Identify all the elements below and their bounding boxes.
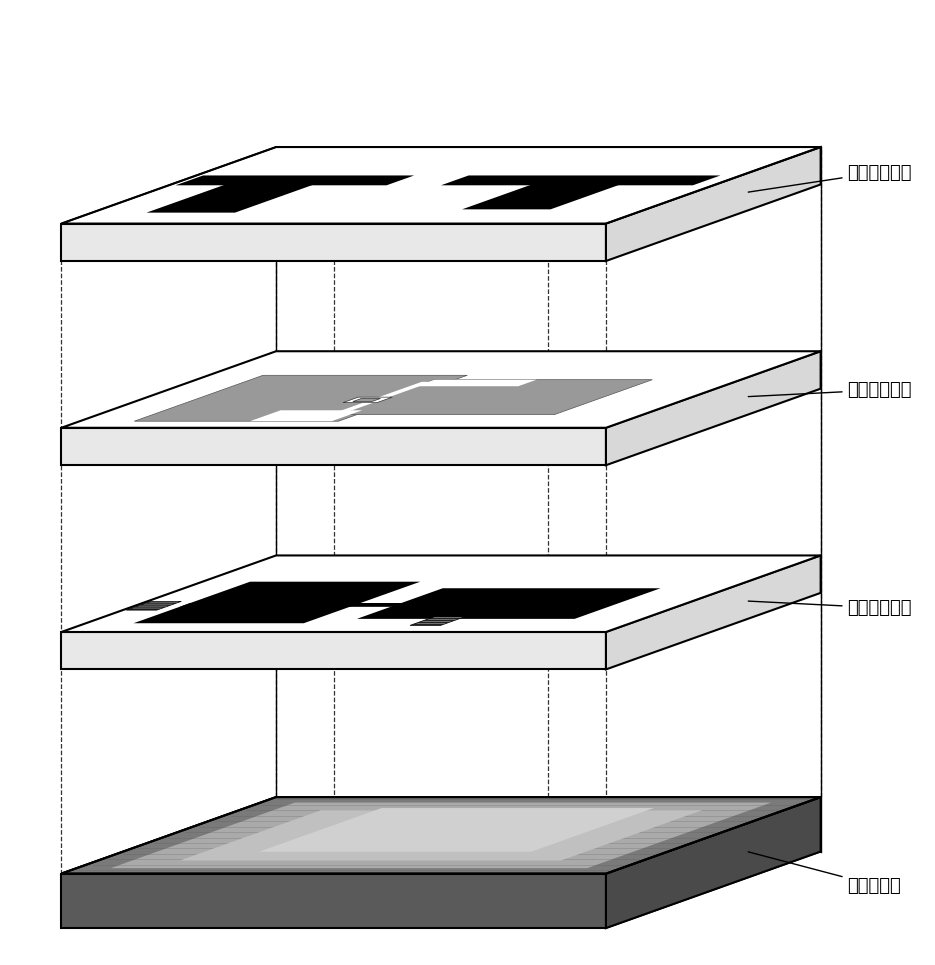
Text: 第二介质基板: 第二介质基板 [748, 381, 912, 400]
Polygon shape [62, 797, 820, 873]
Polygon shape [126, 601, 181, 610]
Polygon shape [135, 375, 467, 422]
Polygon shape [606, 797, 820, 928]
Polygon shape [352, 399, 381, 401]
Polygon shape [62, 351, 820, 428]
Polygon shape [606, 556, 820, 670]
Polygon shape [62, 428, 606, 465]
Text: 第三介质基板: 第三介质基板 [748, 599, 912, 617]
Polygon shape [62, 797, 820, 873]
Polygon shape [110, 803, 770, 868]
Polygon shape [180, 811, 702, 861]
Polygon shape [343, 398, 392, 403]
Polygon shape [62, 632, 606, 670]
Polygon shape [329, 382, 432, 415]
Polygon shape [62, 224, 606, 262]
Polygon shape [147, 184, 314, 213]
Polygon shape [410, 617, 465, 625]
Polygon shape [62, 148, 820, 224]
Text: 第一介质基板: 第一介质基板 [748, 164, 912, 193]
Polygon shape [250, 410, 362, 422]
Polygon shape [440, 176, 720, 185]
Polygon shape [259, 808, 654, 852]
Polygon shape [356, 589, 660, 620]
Polygon shape [606, 351, 820, 465]
Polygon shape [62, 873, 606, 928]
Polygon shape [462, 184, 621, 209]
Polygon shape [416, 380, 537, 387]
Polygon shape [606, 148, 820, 262]
Polygon shape [62, 556, 820, 632]
Polygon shape [134, 582, 420, 623]
Polygon shape [180, 603, 598, 607]
Polygon shape [337, 380, 652, 415]
Polygon shape [176, 176, 414, 185]
Text: 金属地板层: 金属地板层 [748, 852, 900, 895]
